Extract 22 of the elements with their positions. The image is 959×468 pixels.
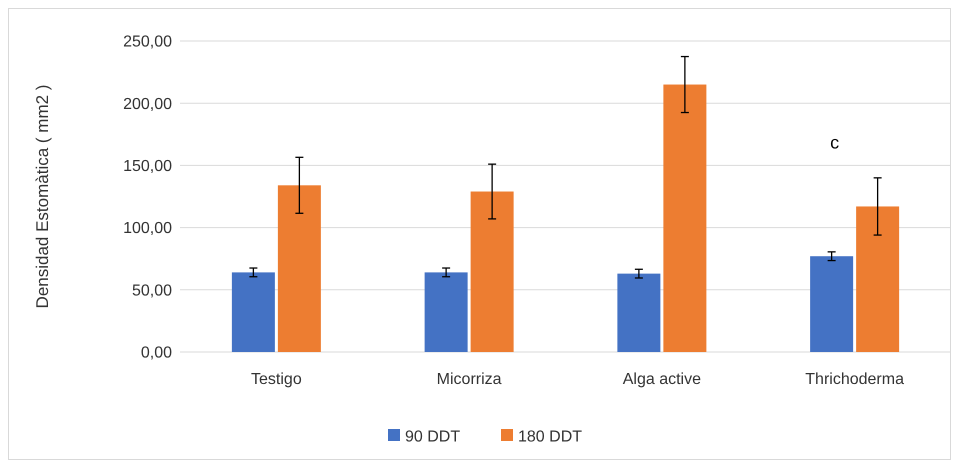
y-tick-label: 150,00 [123, 158, 172, 175]
bar [470, 192, 514, 352]
x-tick-label: Micorriza [436, 371, 502, 388]
bar [424, 272, 468, 352]
legend-label: 180 DDT [518, 428, 582, 446]
bar [856, 206, 900, 352]
x-tick-label: Alga active [622, 371, 702, 388]
bar [663, 84, 706, 352]
y-tick-label: 50,00 [132, 282, 172, 300]
annotation: c [830, 132, 840, 152]
bar [810, 256, 854, 352]
y-axis-title: Densidad Estomàtica ( mm2 ) [33, 84, 52, 308]
y-tick-label: 0,00 [140, 344, 172, 362]
x-tick-label: Thrichoderma [805, 371, 904, 388]
y-tick-label: 250,00 [123, 34, 172, 51]
bar [232, 272, 275, 352]
bar [617, 274, 660, 352]
legend-label: 90 DDT [405, 428, 460, 446]
bar [278, 185, 321, 352]
y-tick-label: 100,00 [123, 220, 172, 238]
x-tick-label: Testigo [251, 371, 302, 388]
y-tick-label: 200,00 [123, 96, 172, 113]
